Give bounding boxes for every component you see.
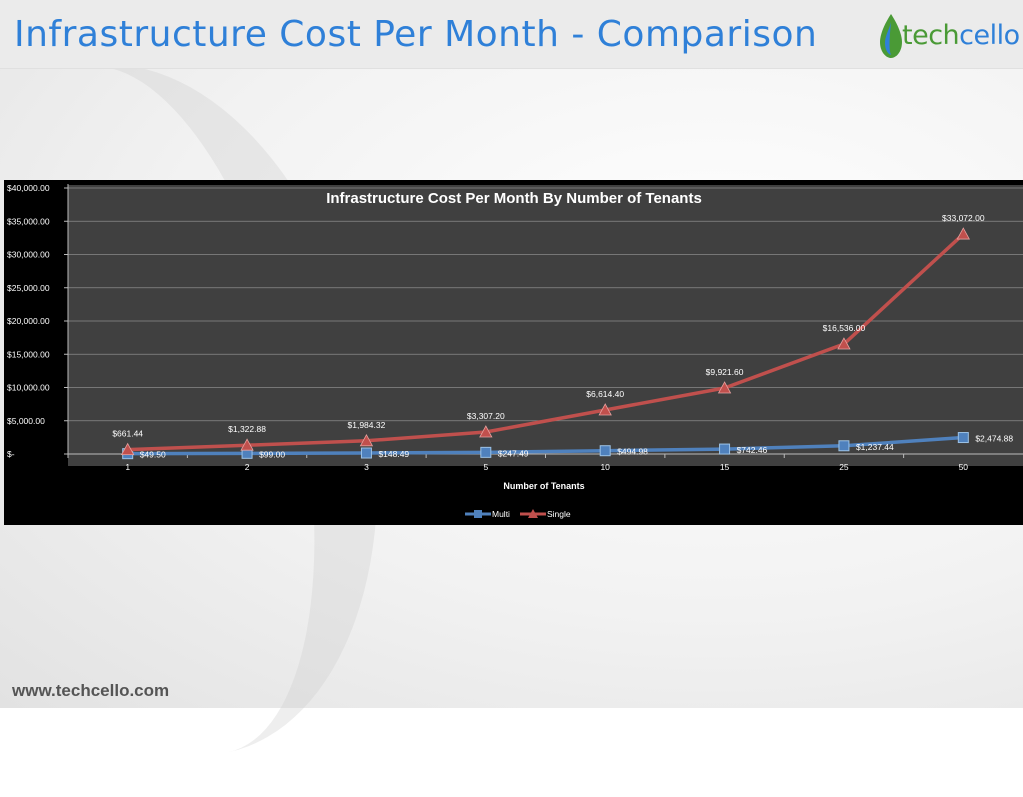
data-label-single: $1,322.88 xyxy=(228,424,266,434)
y-tick-label: $5,000.00 xyxy=(7,416,45,426)
data-label-multi: $742.46 xyxy=(737,445,768,455)
data-label-multi: $2,474.88 xyxy=(975,434,1013,444)
y-tick-label: $40,000.00 xyxy=(7,183,50,193)
chart-title: Infrastructure Cost Per Month By Number … xyxy=(326,190,702,207)
footer-url: www.techcello.com xyxy=(12,681,170,700)
data-label-multi: $247.49 xyxy=(498,448,529,458)
plot-area xyxy=(68,185,1023,466)
y-tick-label: $35,000.00 xyxy=(7,216,50,226)
legend-marker-single xyxy=(528,509,538,518)
point-marker-multi xyxy=(957,432,969,444)
y-tick-label: $10,000.00 xyxy=(7,383,50,393)
data-label-single: $6,614.40 xyxy=(586,389,624,399)
logo-text-tech: tech xyxy=(902,20,960,51)
legend-label-multi: Multi xyxy=(492,509,510,519)
legend-marker-multi xyxy=(474,510,482,518)
data-label-single: $16,536.00 xyxy=(823,323,866,333)
data-labels: $49.50 $99.00 $148.49 $247.49 $494.98 $742.46… xyxy=(112,213,1013,460)
point-marker-multi xyxy=(719,443,731,455)
point-marker-multi xyxy=(480,446,492,458)
series-line-single xyxy=(125,232,966,452)
data-label-single: $661.44 xyxy=(112,429,143,439)
data-label-single: $1,984.32 xyxy=(348,420,386,430)
point-marker-single xyxy=(359,433,374,447)
header-band xyxy=(0,0,1023,69)
x-tick-label: 2 xyxy=(245,462,250,472)
line-chart: $- $5,000.00 $10,000.00 $15,000.00 $20,000.0… xyxy=(4,180,1023,525)
point-marker-single xyxy=(717,381,732,394)
point-marker-single xyxy=(598,403,612,416)
x-tick-label: 10 xyxy=(600,462,610,472)
techcello-logo: techcello xyxy=(878,12,1020,60)
x-tick-label: 5 xyxy=(483,462,488,472)
data-label-multi: $494.98 xyxy=(617,447,648,457)
data-label-multi: $148.49 xyxy=(378,449,409,459)
point-marker-single xyxy=(837,337,851,350)
point-marker-single xyxy=(479,425,493,438)
data-label-single: $3,307.20 xyxy=(467,411,505,421)
y-tick-label: $15,000.00 xyxy=(7,349,50,359)
y-tick-label: $20,000.00 xyxy=(7,316,50,326)
x-tick-label: 50 xyxy=(959,462,969,472)
x-axis-title: Number of Tenants xyxy=(503,481,584,491)
point-marker-single xyxy=(121,442,135,456)
legend: Multi Single xyxy=(465,509,571,519)
series xyxy=(121,227,970,460)
logo-text-cello: cello xyxy=(959,20,1020,51)
droplet-logo-icon xyxy=(880,14,902,58)
x-tick-label: 25 xyxy=(839,462,849,472)
x-tick-label: 1 xyxy=(125,462,130,472)
point-marker-single xyxy=(240,438,254,451)
data-label-multi: $1,237.44 xyxy=(856,442,894,452)
series-line-multi xyxy=(125,435,966,456)
axes: $- $5,000.00 $10,000.00 $15,000.00 $20,000.0… xyxy=(7,183,1023,472)
page-title: Infrastructure Cost Per Month - Comparis… xyxy=(14,14,818,55)
point-marker-multi xyxy=(838,440,850,452)
x-tick-label: 15 xyxy=(720,462,730,472)
y-tick-label: $25,000.00 xyxy=(7,283,50,293)
y-tick-label: $30,000.00 xyxy=(7,250,50,260)
data-label-single: $9,921.60 xyxy=(706,367,744,377)
chart-container: $- $5,000.00 $10,000.00 $15,000.00 $20,000.0… xyxy=(4,180,1023,525)
data-label-multi: $99.00 xyxy=(259,449,285,459)
data-label-single: $33,072.00 xyxy=(942,213,985,223)
point-marker-multi xyxy=(360,447,372,459)
point-marker-multi xyxy=(599,445,611,457)
logo-wordmark: techcello xyxy=(902,20,1020,51)
point-marker-single xyxy=(956,227,970,240)
legend-label-single: Single xyxy=(547,509,571,519)
data-label-multi: $49.50 xyxy=(140,450,166,460)
x-tick-label: 3 xyxy=(364,462,369,472)
y-tick-label: $- xyxy=(7,449,15,459)
